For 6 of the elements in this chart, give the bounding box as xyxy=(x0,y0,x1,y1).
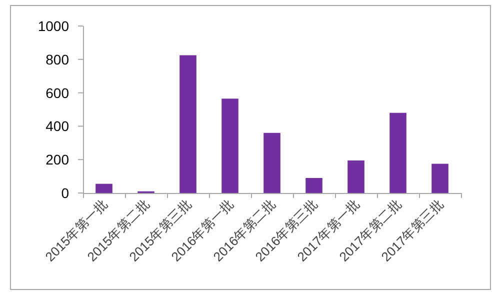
y-tick-label: 400 xyxy=(46,118,70,134)
y-tick-label: 0 xyxy=(61,185,70,201)
y-tick-label: 200 xyxy=(46,152,70,168)
y-tick-label: 800 xyxy=(46,51,70,68)
y-tick-label: 1000 xyxy=(38,18,70,34)
y-tick-label: 600 xyxy=(46,84,70,101)
